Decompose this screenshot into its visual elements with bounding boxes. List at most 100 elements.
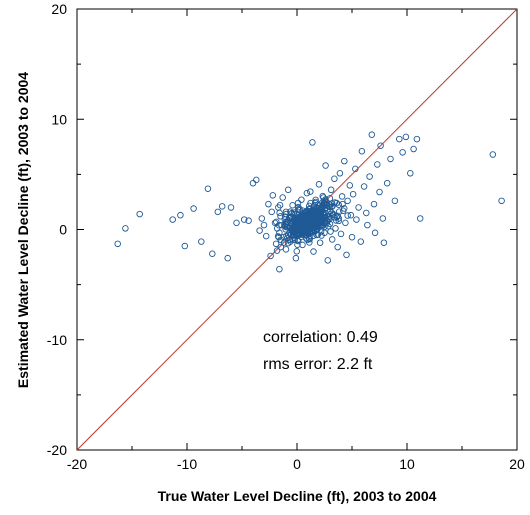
data-point <box>114 240 121 248</box>
data-point <box>303 189 311 197</box>
data-point <box>352 165 359 173</box>
data-point <box>368 131 376 138</box>
data-point <box>303 207 311 214</box>
data-point <box>358 147 366 155</box>
data-point <box>357 238 365 245</box>
data-point <box>322 162 329 169</box>
data-point <box>296 217 303 225</box>
data-point <box>396 135 403 143</box>
data-point <box>295 203 302 211</box>
data-point <box>299 241 306 249</box>
data-point <box>224 254 231 262</box>
data-point <box>387 155 394 163</box>
rms-error-annotation: rms error: 2.2 ft <box>263 356 373 373</box>
data-point <box>276 201 284 209</box>
data-point <box>273 218 280 226</box>
data-point <box>209 250 216 258</box>
data-point <box>337 230 345 238</box>
data-point <box>407 170 414 177</box>
data-point <box>489 151 497 158</box>
data-point <box>331 175 338 183</box>
data-point <box>190 205 197 212</box>
data-point <box>290 234 298 241</box>
data-point <box>328 236 336 243</box>
data-point <box>298 231 306 238</box>
data-point <box>360 183 368 190</box>
data-point <box>284 186 292 194</box>
data-point <box>233 219 240 227</box>
data-point <box>346 182 354 189</box>
data-point <box>391 197 399 205</box>
data-point <box>268 208 275 216</box>
data-point <box>312 196 319 204</box>
data-point <box>198 238 205 245</box>
data-point <box>379 215 387 222</box>
data-point <box>288 210 295 217</box>
x-tick-label: -20 <box>67 456 87 472</box>
data-point <box>214 208 222 216</box>
data-point <box>307 188 314 195</box>
data-point <box>316 239 324 246</box>
data-point <box>309 218 316 226</box>
data-point <box>302 215 310 223</box>
y-tick-label: -20 <box>47 442 67 458</box>
data-point <box>267 252 274 260</box>
data-point <box>277 243 285 251</box>
data-point <box>292 213 300 220</box>
data-point <box>416 215 424 222</box>
data-point <box>347 211 355 219</box>
data-point <box>122 225 129 232</box>
data-point <box>363 209 370 217</box>
data-point <box>399 149 406 156</box>
data-point <box>273 247 281 254</box>
data-point <box>376 188 383 196</box>
data-point <box>289 201 296 209</box>
data-point <box>181 242 189 250</box>
data-point <box>320 219 328 227</box>
data-point <box>282 246 290 253</box>
x-tick-label: 0 <box>293 456 301 472</box>
data-point <box>276 229 283 237</box>
data-point <box>336 170 344 177</box>
data-point <box>370 200 378 208</box>
data-point <box>310 248 317 255</box>
y-tick-label: 0 <box>59 222 67 238</box>
data-point <box>282 226 289 233</box>
x-tick-label: 10 <box>399 456 415 472</box>
data-point <box>325 222 332 230</box>
data-point <box>339 200 346 208</box>
data-point <box>410 145 417 153</box>
data-point <box>332 217 340 224</box>
data-point <box>293 248 301 255</box>
data-point <box>383 179 391 187</box>
data-point <box>325 213 333 220</box>
data-point <box>306 213 314 221</box>
data-point <box>295 237 302 245</box>
data-point <box>258 215 266 222</box>
data-point <box>284 239 292 247</box>
data-point <box>302 232 310 239</box>
data-point <box>341 157 348 165</box>
data-point <box>310 232 317 239</box>
data-point <box>277 213 284 220</box>
data-point <box>245 217 252 224</box>
data-point <box>355 204 362 211</box>
data-point <box>321 200 328 207</box>
data-point <box>291 226 298 234</box>
data-point <box>344 212 351 219</box>
x-tick-label: 20 <box>509 456 525 472</box>
data-point <box>498 197 505 205</box>
x-tick-label: -10 <box>177 456 197 472</box>
data-point <box>204 185 212 192</box>
data-point <box>413 135 421 143</box>
data-point <box>316 214 324 221</box>
data-point <box>253 176 260 184</box>
data-point <box>343 251 350 259</box>
data-point <box>256 227 263 234</box>
correlation-annotation: correlation: 0.49 <box>263 329 378 346</box>
data-point <box>279 194 286 201</box>
data-point <box>265 200 272 208</box>
data-point <box>335 201 342 208</box>
data-point <box>332 225 339 232</box>
